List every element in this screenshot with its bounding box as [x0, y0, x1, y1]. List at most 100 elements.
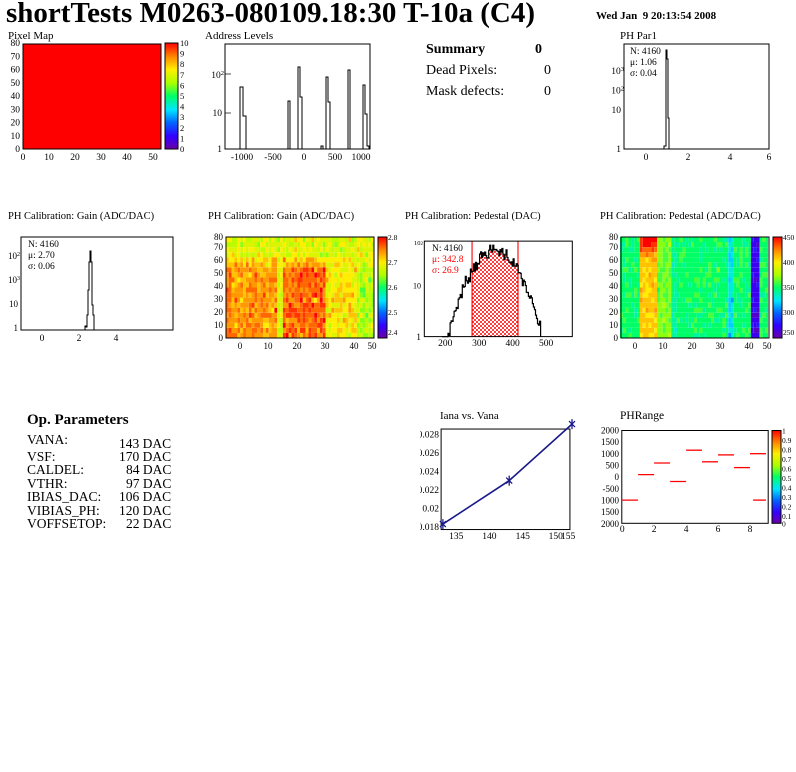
svg-text:0: 0	[15, 145, 20, 155]
svg-text:8: 8	[180, 59, 184, 69]
svg-text:2.4: 2.4	[388, 328, 398, 337]
svg-text:σ: 26.9: σ: 26.9	[432, 266, 459, 276]
svg-text:N: 4160: N: 4160	[432, 244, 463, 254]
svg-text:0.4: 0.4	[782, 484, 792, 493]
svg-text:103: 103	[611, 66, 624, 78]
svg-text:10: 10	[659, 341, 669, 351]
svg-text:80: 80	[11, 39, 21, 49]
svg-text:2000: 2000	[601, 426, 620, 436]
svg-text:10: 10	[214, 320, 224, 330]
svg-text:5: 5	[180, 91, 184, 101]
svg-text:-1000: -1000	[231, 153, 253, 163]
svg-text:102: 102	[8, 251, 20, 261]
svg-text:10: 10	[264, 341, 274, 351]
svg-text:0.7: 0.7	[782, 455, 792, 464]
svg-text:103: 103	[8, 275, 20, 285]
svg-text:2: 2	[652, 525, 657, 535]
svg-text:30: 30	[321, 341, 331, 351]
svg-text:0: 0	[40, 334, 45, 344]
svg-text:70: 70	[214, 242, 224, 252]
svg-text:140: 140	[482, 532, 497, 542]
svg-text:135: 135	[449, 532, 464, 542]
svg-text:60: 60	[11, 66, 21, 76]
svg-text:400: 400	[505, 339, 519, 349]
svg-text:0.022: 0.022	[420, 486, 439, 496]
svg-text:0: 0	[302, 153, 307, 163]
svg-text:1: 1	[416, 333, 421, 343]
svg-text:10: 10	[413, 282, 421, 291]
svg-text:N: 4160: N: 4160	[630, 47, 661, 57]
svg-text:σ: 0.06: σ: 0.06	[28, 262, 55, 272]
svg-text:10: 10	[44, 153, 54, 163]
svg-text:0: 0	[615, 472, 620, 482]
svg-text:20: 20	[293, 341, 303, 351]
svg-text:0.02: 0.02	[422, 505, 439, 515]
svg-text:300: 300	[783, 308, 795, 317]
svg-text:1: 1	[180, 133, 184, 143]
svg-text:σ: 0.04: σ: 0.04	[630, 69, 657, 79]
svg-text:0: 0	[633, 341, 638, 351]
svg-text:1000: 1000	[352, 153, 371, 163]
svg-text:40: 40	[745, 341, 755, 351]
svg-text:20: 20	[688, 341, 698, 351]
svg-text:0.024: 0.024	[420, 468, 439, 478]
svg-text:3: 3	[180, 112, 184, 122]
svg-text:2.5: 2.5	[388, 308, 398, 317]
svg-text:30: 30	[716, 341, 726, 351]
svg-text:6: 6	[767, 153, 772, 163]
svg-text:10: 10	[180, 38, 189, 48]
svg-text:60: 60	[609, 255, 619, 265]
svg-text:50: 50	[11, 79, 21, 89]
svg-text:-500: -500	[264, 153, 282, 163]
svg-text:40: 40	[122, 153, 132, 163]
svg-text:4: 4	[684, 525, 689, 535]
svg-text:145: 145	[516, 532, 531, 542]
svg-text:1: 1	[782, 427, 786, 436]
svg-text:2.6: 2.6	[388, 283, 398, 292]
svg-text:-500: -500	[603, 484, 620, 494]
svg-text:500: 500	[606, 461, 620, 471]
svg-text:1000: 1000	[601, 449, 620, 459]
svg-text:0: 0	[614, 333, 619, 343]
svg-text:0.8: 0.8	[782, 446, 792, 455]
svg-text:70: 70	[609, 242, 619, 252]
svg-text:300: 300	[472, 339, 487, 349]
svg-text:50: 50	[763, 341, 773, 351]
svg-text:0: 0	[644, 153, 649, 163]
svg-text:2.7: 2.7	[388, 258, 398, 267]
svg-text:2: 2	[77, 334, 82, 344]
svg-text:0: 0	[620, 525, 625, 535]
svg-text:6: 6	[180, 80, 184, 90]
svg-text:8: 8	[748, 525, 753, 535]
svg-text:2: 2	[180, 123, 184, 133]
svg-text:0.026: 0.026	[420, 449, 439, 459]
svg-text:20: 20	[70, 153, 80, 163]
svg-text:30: 30	[214, 294, 224, 304]
svg-text:10: 10	[9, 299, 19, 309]
svg-text:10: 10	[11, 132, 21, 142]
svg-text:20: 20	[214, 307, 224, 317]
svg-text:1500: 1500	[601, 437, 620, 447]
svg-text:μ: 2.70: μ: 2.70	[28, 251, 55, 261]
svg-text:30: 30	[11, 105, 21, 115]
svg-text:50: 50	[368, 341, 378, 351]
svg-text:50: 50	[214, 268, 224, 278]
svg-text:200: 200	[438, 339, 453, 349]
svg-text:0.9: 0.9	[782, 436, 792, 445]
svg-text:40: 40	[350, 341, 360, 351]
svg-text:20: 20	[11, 119, 21, 129]
svg-text:0.018: 0.018	[420, 523, 439, 533]
svg-text:80: 80	[609, 232, 619, 242]
svg-text:10: 10	[612, 106, 622, 116]
svg-text:70: 70	[11, 52, 21, 62]
svg-text:6: 6	[716, 525, 721, 535]
svg-text:350: 350	[783, 283, 795, 292]
svg-text:0.028: 0.028	[420, 431, 439, 441]
svg-text:N: 4160: N: 4160	[28, 240, 59, 250]
svg-text:1500: 1500	[601, 507, 620, 517]
svg-text:20: 20	[609, 307, 619, 317]
svg-text:2000: 2000	[601, 519, 620, 529]
svg-text:40: 40	[11, 92, 21, 102]
svg-text:0.6: 0.6	[782, 465, 792, 474]
svg-text:2.8: 2.8	[388, 233, 398, 242]
